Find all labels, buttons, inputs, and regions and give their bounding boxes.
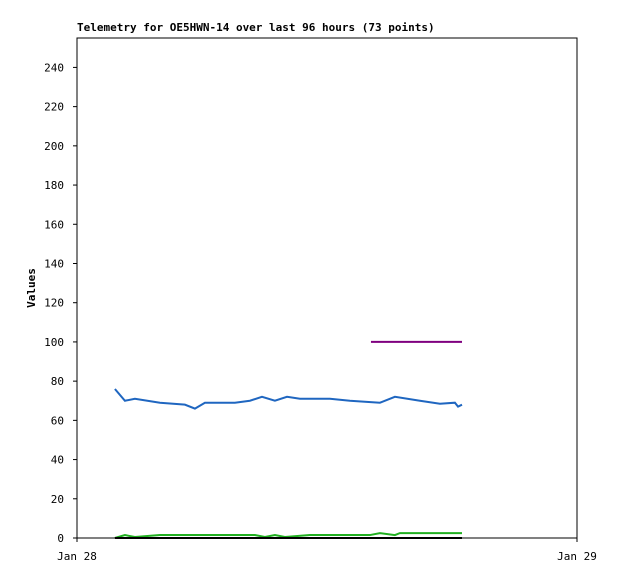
y-tick-label: 160	[44, 218, 64, 231]
y-tick-label: 100	[44, 336, 64, 349]
y-axis-label: Values	[25, 268, 38, 308]
series-line	[114, 532, 462, 539]
x-tick-label: Jan 29	[557, 550, 597, 563]
y-tick-label: 240	[44, 61, 64, 74]
y-tick-label: 60	[51, 414, 64, 427]
chart-title: Telemetry for OE5HWN-14 over last 96 hou…	[77, 21, 435, 34]
y-tick-label: 140	[44, 257, 64, 270]
y-tick-label: 20	[51, 493, 64, 506]
y-tick-label: 200	[44, 140, 64, 153]
y-tick-label: 220	[44, 101, 64, 114]
y-tick-label: 120	[44, 297, 64, 310]
series-line	[114, 388, 463, 410]
y-tick-label: 180	[44, 179, 64, 192]
y-tick-label: 0	[57, 532, 64, 545]
y-tick-label: 40	[51, 454, 64, 467]
y-tick-label: 80	[51, 375, 64, 388]
x-tick-label: Jan 28	[57, 550, 97, 563]
